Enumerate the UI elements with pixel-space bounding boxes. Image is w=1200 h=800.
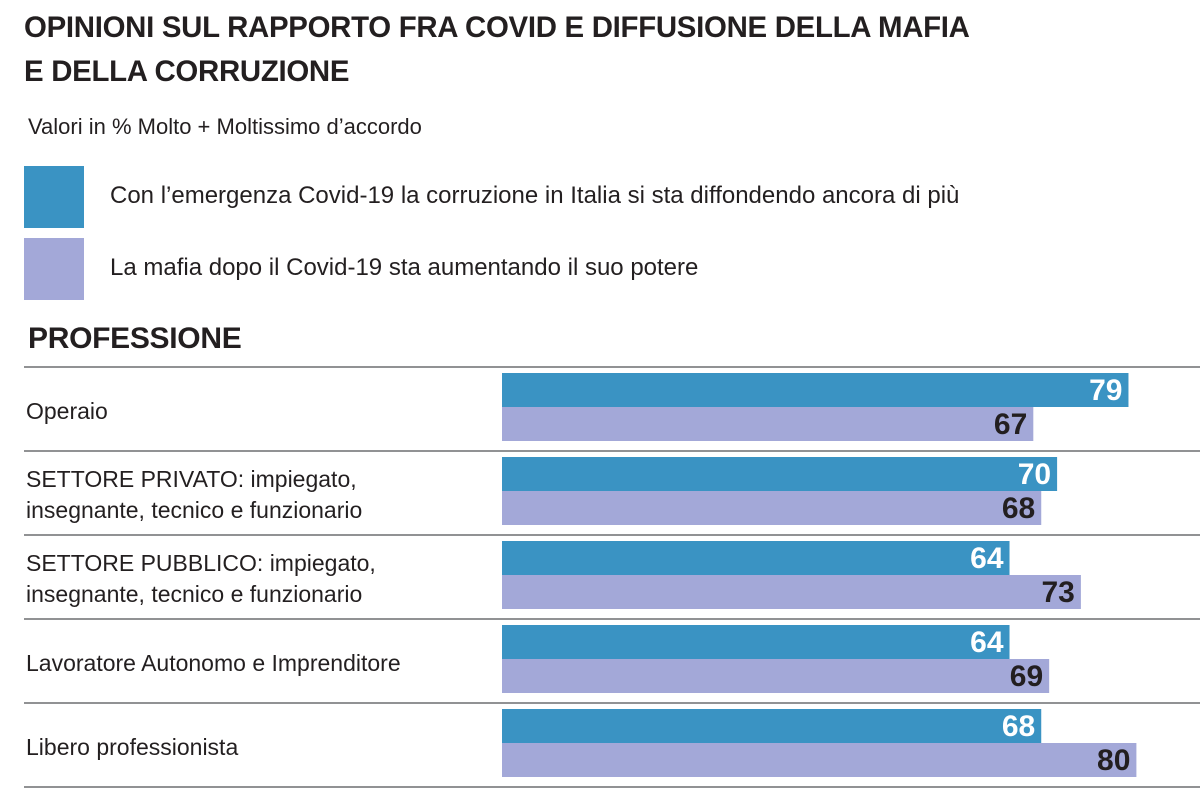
category-label-line: Lavoratore Autonomo e Imprenditore — [26, 649, 401, 676]
category-label: SETTORE PUBBLICO: impiegato, insegnante, … — [26, 548, 376, 610]
bar-series-1 — [502, 709, 1042, 743]
bar-value-label: 69 — [1009, 660, 1044, 693]
chart-title: OPINIONI SUL RAPPORTO FRA COVID E DIFFUS… — [24, 6, 1171, 94]
chart-title-line-2: E DELLA CORRUZIONE — [24, 55, 350, 88]
bar-series-2 — [502, 659, 1050, 693]
bar-value-label: 70 — [1017, 458, 1052, 491]
category-label: Operaio — [26, 396, 108, 427]
category-label-line: insegnante, tecnico e funzionario — [26, 497, 363, 523]
bar-value-label: 64 — [970, 542, 1004, 575]
bar-value-label: 80 — [1097, 744, 1131, 777]
category-label: Lavoratore Autonomo e Imprenditore — [26, 648, 401, 679]
category-label: Libero professionista — [26, 732, 238, 763]
category-label-line: SETTORE PRIVATO: impiegato, — [26, 466, 357, 492]
bar-series-2 — [502, 743, 1137, 777]
chart-title-line-1: OPINIONI SUL RAPPORTO FRA COVID E DIFFUS… — [24, 11, 970, 44]
category-label: SETTORE PRIVATO: impiegato, insegnante, t… — [26, 464, 362, 526]
bar-value-label: 68 — [1001, 710, 1036, 743]
legend-swatch-corruzione — [24, 166, 84, 228]
bar-value-label: 64 — [970, 626, 1004, 659]
bar-series-2 — [502, 407, 1034, 441]
bar-series-2 — [502, 575, 1081, 609]
bar-series-1 — [502, 625, 1010, 659]
bar-series-2 — [502, 491, 1042, 525]
bar-series-1 — [502, 541, 1010, 575]
legend-label-corruzione: Con l’emergenza Covid-19 la corruzione i… — [110, 182, 960, 209]
bar-value-label: 67 — [993, 408, 1028, 441]
category-label-line: insegnante, tecnico e funzionario — [26, 581, 363, 607]
chart-subtitle: Valori in % Molto + Moltissimo d’accordo — [28, 114, 422, 139]
bar-series-1 — [502, 457, 1058, 491]
legend-swatch-mafia — [24, 238, 84, 300]
bar-value-label: 68 — [1001, 492, 1036, 525]
bar-value-label: 79 — [1089, 374, 1123, 407]
category-label-line: Libero professionista — [26, 733, 239, 760]
legend-label-mafia: La mafia dopo il Covid-19 sta aumentando… — [110, 254, 699, 281]
category-label-line: SETTORE PUBBLICO: impiegato, — [26, 550, 376, 576]
category-label-line: Operaio — [26, 397, 108, 424]
bar-value-label: 73 — [1041, 576, 1075, 609]
section-title: PROFESSIONE — [28, 322, 242, 355]
bar-series-1 — [502, 373, 1129, 407]
